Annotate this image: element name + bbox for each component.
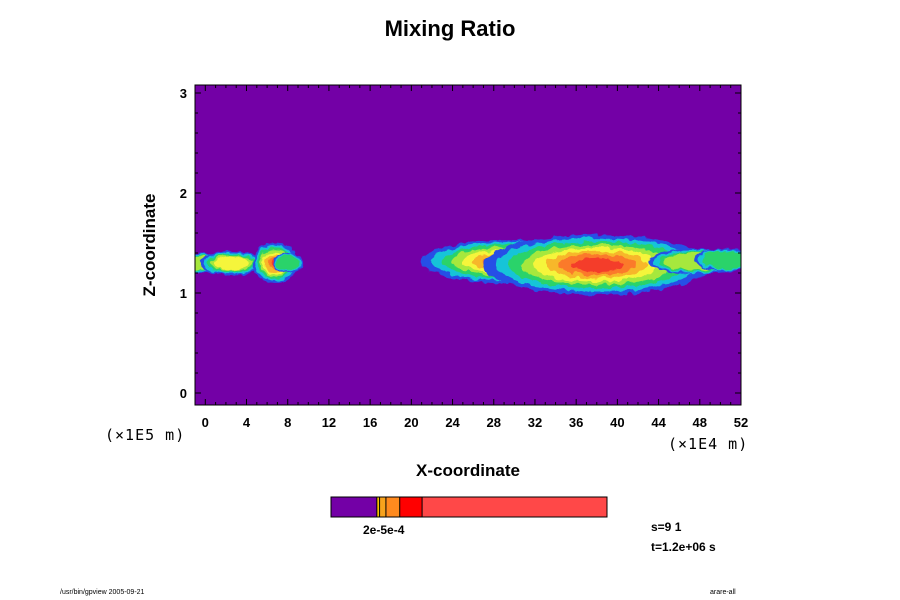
y-axis-unit: (×1E5 m)	[105, 426, 186, 444]
x-tick-label: 16	[363, 415, 377, 430]
chart-title: Mixing Ratio	[384, 16, 516, 41]
contour-level-2	[275, 255, 300, 271]
colorbar-swatch	[422, 497, 607, 517]
axis-ticks	[195, 85, 742, 405]
y-axis-label: Z-coordinate	[140, 193, 159, 297]
footer-left: /usr/bin/gpview 2005-09-21	[60, 589, 145, 596]
x-tick-label: 40	[610, 415, 624, 430]
colorbar-swatch	[331, 497, 377, 517]
x-tick-label: 32	[528, 415, 542, 430]
contour-level-4	[213, 256, 249, 270]
x-tick-label: 36	[569, 415, 583, 430]
contour-level-2	[701, 251, 741, 269]
colorbar-swatch	[385, 497, 400, 517]
y-tick-label: 0	[180, 386, 187, 401]
colorbar-swatch	[379, 497, 386, 517]
x-tick-label: 8	[284, 415, 291, 430]
colorbar-swatch	[376, 497, 380, 517]
x-tick-label: 4	[243, 415, 251, 430]
x-axis-unit: (×1E4 m)	[668, 435, 749, 453]
colorbar-label: 2e-5e-4	[363, 523, 405, 537]
contour-level-7	[570, 257, 623, 272]
x-tick-label: 0	[202, 415, 209, 430]
x-tick-label: 20	[404, 415, 418, 430]
x-tick-label: 28	[487, 415, 501, 430]
y-tick-labels: 0 1 2 3	[180, 86, 187, 401]
x-tick-labels: 0 4 8 12 16 20 24 28 32 36 40 44 48 52	[202, 415, 749, 430]
x-axis-label: X-coordinate	[416, 461, 520, 480]
footer-right: arare-all	[710, 589, 736, 596]
x-tick-label: 44	[651, 415, 666, 430]
colorbar-swatch	[399, 497, 423, 517]
x-tick-label: 24	[445, 415, 460, 430]
step-label: s=9 1	[651, 520, 682, 534]
contour-fill-group	[195, 234, 741, 295]
y-tick-label: 2	[180, 186, 187, 201]
x-tick-label: 12	[322, 415, 336, 430]
x-tick-label: 48	[693, 415, 707, 430]
time-label: t=1.2e+06 s	[651, 540, 716, 554]
y-tick-label: 3	[180, 86, 187, 101]
plot-frame	[194, 84, 742, 406]
y-tick-label: 1	[180, 286, 187, 301]
x-tick-label: 52	[734, 415, 748, 430]
colorbar	[330, 496, 608, 518]
